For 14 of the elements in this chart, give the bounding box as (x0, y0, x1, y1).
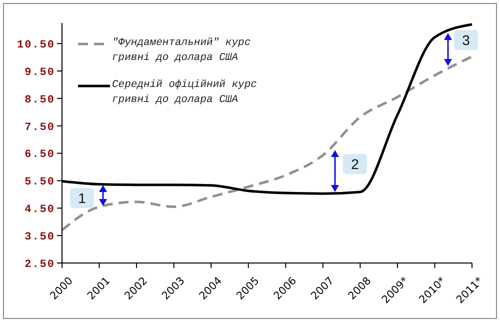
annotation: 1 (70, 188, 94, 208)
y-tick-label: 4.50 (24, 204, 55, 216)
annotation: 2 (343, 154, 367, 174)
y-tick-label: 10.50 (16, 39, 55, 52)
legend-label: "Фундаментальний" курс гривні до долара США (112, 36, 252, 66)
y-tick-label: 5.50 (24, 176, 55, 189)
y-tick-label: 9.50 (24, 66, 55, 79)
y-tick-label: 8.50 (24, 94, 55, 106)
y-tick-label: 6.50 (24, 149, 55, 162)
y-tick-label: 2.50 (24, 258, 55, 271)
legend-label: Середній офіційний курс гривні до долара США (112, 78, 258, 108)
annotation: 3 (454, 30, 478, 50)
y-tick-label: 3.50 (24, 231, 55, 244)
y-tick-label: 7.50 (24, 122, 55, 134)
